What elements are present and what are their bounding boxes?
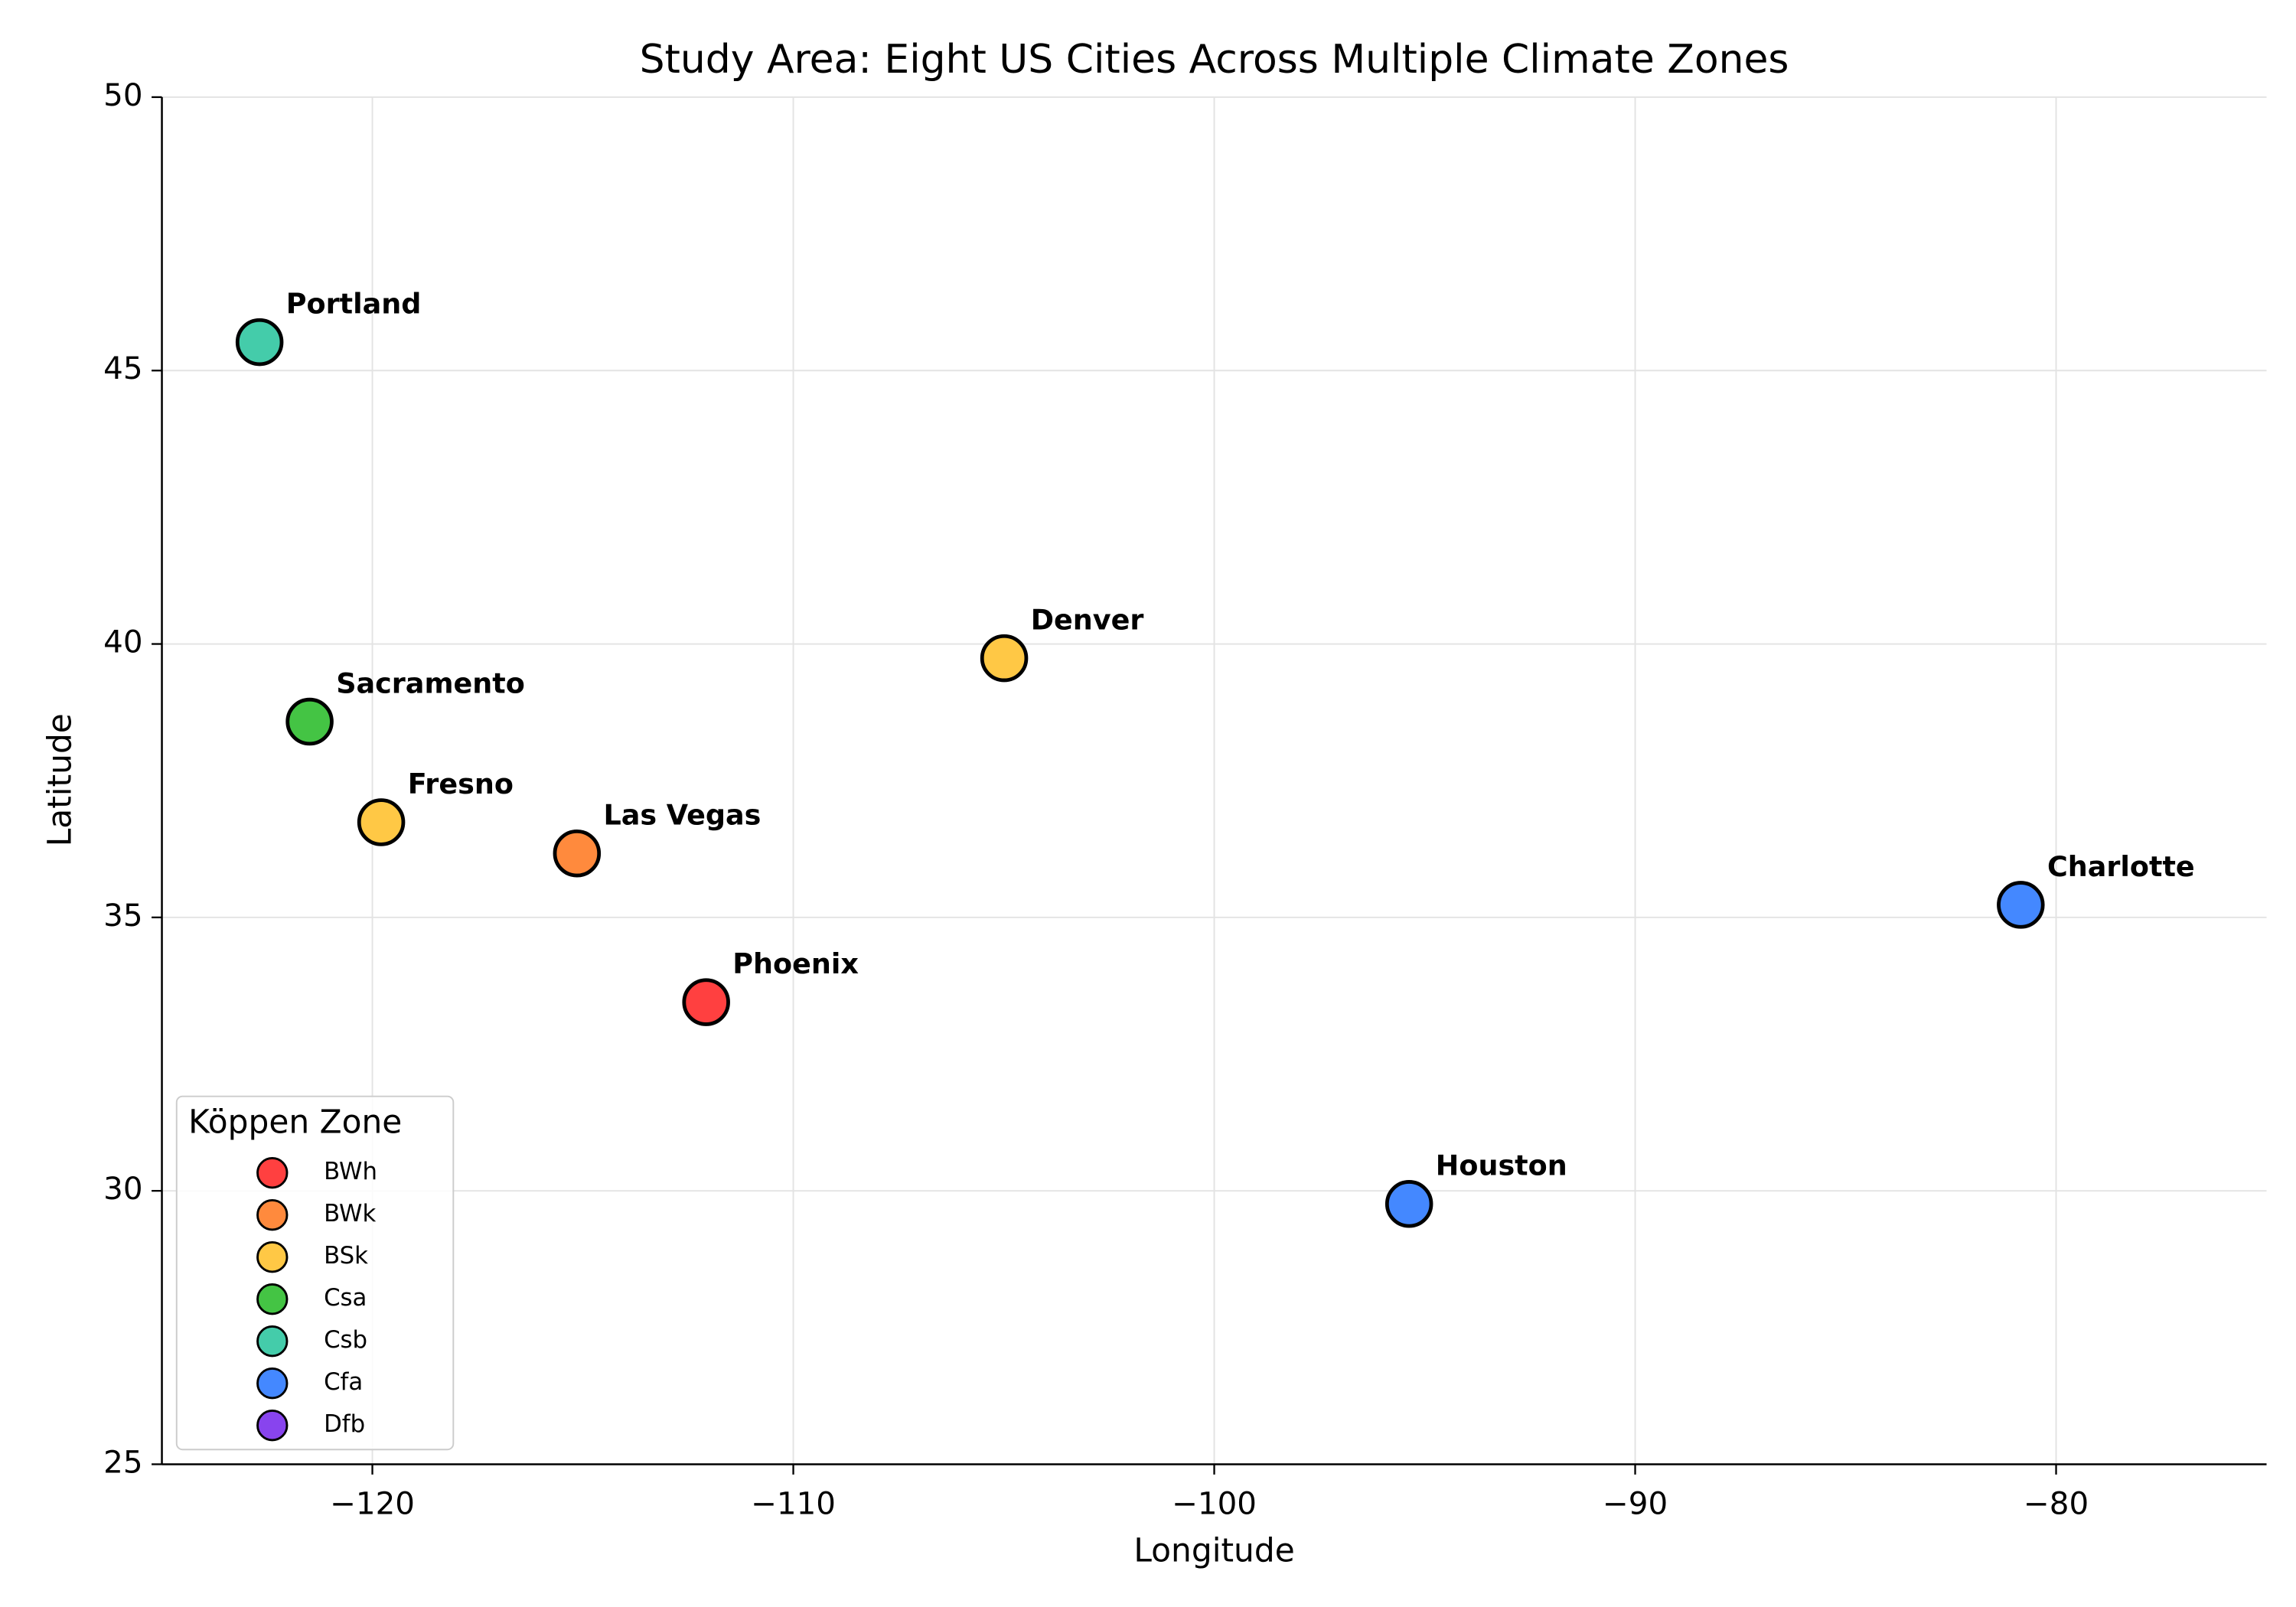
legend-label: BWk xyxy=(324,1200,376,1227)
x-tick-label: −80 xyxy=(2024,1485,2089,1521)
x-tick-label: −110 xyxy=(751,1485,836,1521)
point-label: Charlotte xyxy=(2047,850,2195,883)
x-tick-label: −90 xyxy=(1603,1485,1668,1521)
y-tick-label: 45 xyxy=(103,350,142,386)
legend-marker xyxy=(256,1410,289,1442)
chart-title: Study Area: Eight US Cities Across Multi… xyxy=(640,37,1789,83)
legend-label: Cfa xyxy=(324,1368,363,1396)
legend-label: BWh xyxy=(324,1158,377,1185)
legend-marker xyxy=(256,1199,289,1231)
point xyxy=(553,829,602,878)
x-axis-label: Longitude xyxy=(1133,1531,1294,1569)
point xyxy=(235,318,284,367)
legend-label: Csb xyxy=(324,1326,367,1354)
point-label: Sacramento xyxy=(336,667,525,699)
y-tick-label: 35 xyxy=(103,898,142,934)
legend-marker xyxy=(256,1241,289,1273)
legend-box xyxy=(175,1095,455,1451)
point-label: Las Vegas xyxy=(603,799,761,832)
legend-label: Dfb xyxy=(324,1410,365,1438)
y-tick-label: 25 xyxy=(103,1444,142,1480)
point xyxy=(682,978,730,1026)
point xyxy=(1997,881,2045,929)
legend-marker xyxy=(256,1157,289,1189)
point-label: Fresno xyxy=(408,768,514,800)
x-tick-label: −120 xyxy=(330,1485,415,1521)
legend-marker xyxy=(256,1367,289,1400)
point-label: Phoenix xyxy=(732,947,859,980)
point-label: Houston xyxy=(1436,1149,1567,1182)
point xyxy=(980,634,1029,683)
legend-label: BSk xyxy=(324,1242,368,1270)
y-tick-label: 40 xyxy=(103,624,142,660)
y-axis-label: Latitude xyxy=(41,713,78,846)
point xyxy=(285,697,334,746)
point-label: Denver xyxy=(1031,604,1144,637)
legend-label: Csa xyxy=(324,1284,367,1312)
point xyxy=(1384,1180,1433,1228)
point-label: Portland xyxy=(286,287,422,320)
y-tick-label: 50 xyxy=(103,77,142,113)
y-tick-label: 30 xyxy=(103,1171,142,1207)
point xyxy=(357,798,406,846)
legend-marker xyxy=(256,1283,289,1315)
legend-title: Köppen Zone xyxy=(188,1103,402,1141)
legend-marker xyxy=(256,1325,289,1358)
x-tick-label: −100 xyxy=(1172,1485,1257,1521)
